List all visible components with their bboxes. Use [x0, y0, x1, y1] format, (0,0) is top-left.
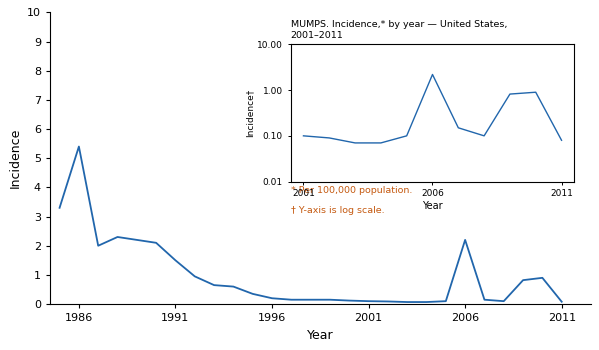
X-axis label: Year: Year	[307, 329, 334, 342]
Text: * Per 100,000 population.: * Per 100,000 population.	[291, 186, 412, 195]
Y-axis label: Incidence: Incidence	[8, 128, 22, 188]
Text: MUMPS. Incidence,* by year — United States,
2001–2011: MUMPS. Incidence,* by year — United Stat…	[291, 20, 507, 41]
Text: † Y-axis is log scale.: † Y-axis is log scale.	[291, 206, 384, 215]
